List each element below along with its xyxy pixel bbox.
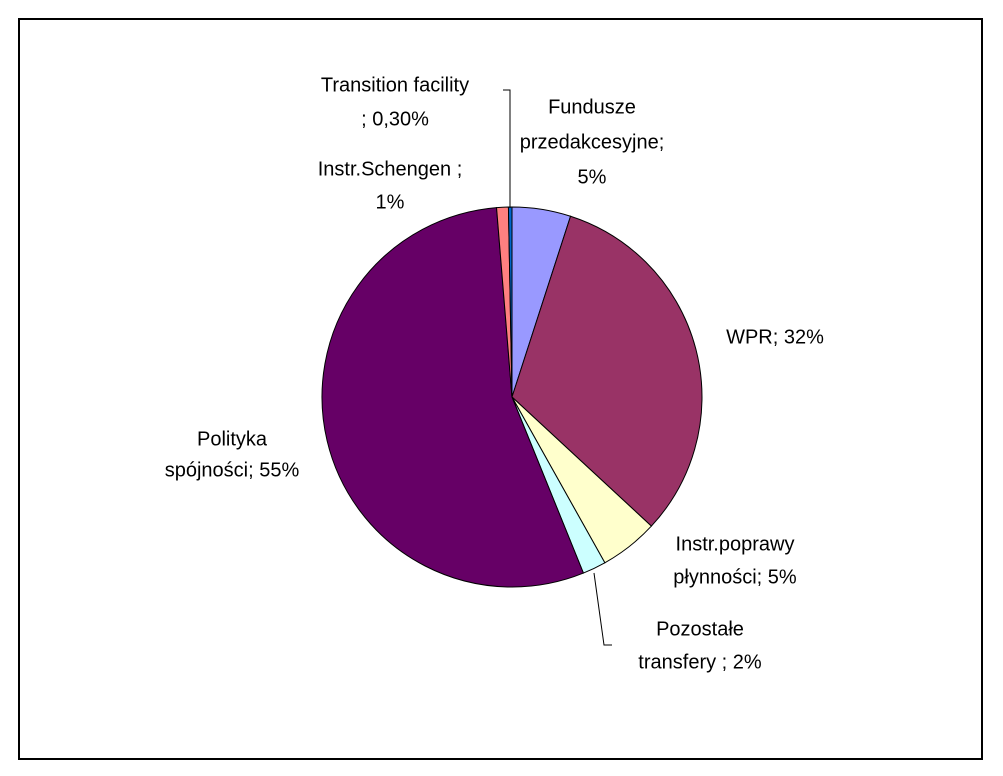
data-label: 1% [376, 191, 405, 213]
data-label: Instr.poprawy [676, 533, 795, 555]
data-label: Polityka [197, 428, 268, 450]
data-label: Fundusze [548, 96, 636, 118]
data-label: WPR; 32% [726, 326, 824, 348]
data-label: płynności; 5% [673, 566, 797, 588]
pie [321, 206, 703, 588]
data-label: Transition facility [321, 74, 469, 96]
data-label: spójności; 55% [165, 459, 300, 481]
data-label: ; 0,30% [361, 108, 429, 130]
data-label: Pozostałe [656, 618, 744, 640]
pie-slice [511, 215, 703, 527]
data-label: transfery ; 2% [638, 651, 762, 673]
leader-line [503, 89, 511, 208]
pie-slice [321, 207, 585, 588]
leader-line [593, 572, 612, 646]
data-label: 5% [578, 166, 607, 188]
data-label: Instr.Schengen ; [318, 158, 463, 180]
data-label: przedakcesyjne; [520, 131, 665, 153]
